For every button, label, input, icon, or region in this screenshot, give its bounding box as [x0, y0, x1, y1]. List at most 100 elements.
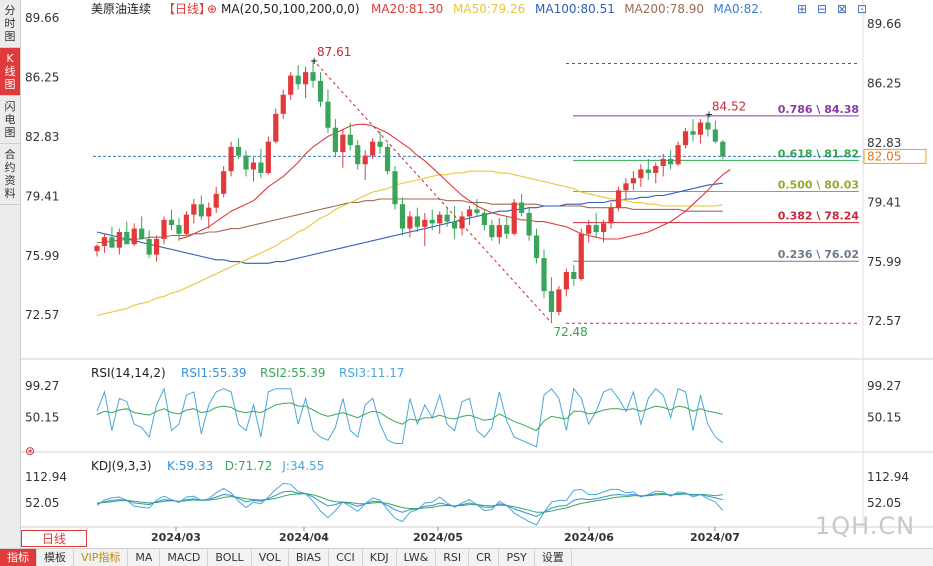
candle-body-51 [474, 209, 480, 213]
low-marker-label: 72.48 [553, 325, 587, 339]
candle-body-32 [332, 127, 338, 153]
last-price-box [863, 148, 927, 164]
candle-body-0 [94, 245, 100, 252]
candle-body-28 [303, 72, 309, 85]
candle-body-75 [653, 165, 659, 173]
candle-body-73 [638, 169, 644, 179]
ma20-line [178, 123, 731, 240]
indicator-tab-4[interactable]: MACD [160, 549, 209, 566]
indicator-tab-10[interactable]: LW& [397, 549, 437, 566]
watermark: 1QH.CN [815, 512, 916, 540]
candle-body-50 [466, 209, 473, 217]
candle-body-41 [399, 204, 406, 229]
indicator-tab-1[interactable]: 模板 [37, 549, 74, 566]
candle-body-15 [206, 207, 212, 217]
ma-legend-item-3: MA200:78.90 [624, 2, 704, 16]
candle-body-2 [109, 237, 115, 248]
toolbar-icon-2: ⊠ [837, 2, 847, 16]
rsi-tick-left-0: 99.27 [25, 379, 59, 393]
kdj-k-line [96, 490, 723, 518]
price-tick-right-0: 89.66 [867, 17, 901, 31]
fib-label-4: 0.236 \ 76.02 [778, 248, 859, 261]
indicator-tab-6[interactable]: VOL [252, 549, 289, 566]
candle-body-22 [258, 162, 264, 173]
candle-body-35 [355, 145, 361, 165]
indicator-tab-2[interactable]: VIP指标 [74, 549, 129, 566]
kdj-legend-2: J:34.55 [281, 459, 324, 473]
candle-body-66 [586, 225, 592, 234]
x-label-4: 2024/07 [690, 531, 740, 544]
candle-body-42 [407, 216, 413, 229]
sidebar-item-0[interactable]: 分时图 [0, 0, 20, 48]
kdj-tick-left-0: 112.94 [25, 470, 67, 484]
candle-body-72 [630, 178, 636, 184]
kdj-legend-1: D:71.72 [225, 459, 273, 473]
kdj-settings-icon: ⊛ [25, 444, 35, 458]
candle-body-34 [347, 134, 353, 146]
high-marker-label: 87.61 [317, 45, 351, 59]
x-label-3: 2024/06 [564, 531, 614, 544]
candle-body-31 [325, 101, 331, 128]
candle-body-33 [340, 134, 346, 153]
x-label-1: 2024/04 [279, 531, 329, 544]
indicator-tab-3[interactable]: MA [128, 549, 161, 566]
candle-body-18 [228, 146, 234, 172]
rsi-legend-0: RSI1:55.39 [181, 366, 247, 380]
recent-high-cross: + [705, 110, 713, 121]
kdj-j-line [96, 482, 724, 526]
candle-body-40 [392, 171, 398, 205]
x-label-2: 2024/05 [413, 531, 463, 544]
indicator-tab-0[interactable]: 指标 [0, 549, 37, 566]
toolbar-icon-3: ⊡ [857, 2, 867, 16]
high-marker-cross: + [310, 56, 318, 67]
candle-body-11 [176, 225, 182, 234]
price-tick-right-3: 79.41 [867, 195, 901, 209]
indicator-tab-13[interactable]: PSY [499, 549, 535, 566]
indicator-tab-5[interactable]: BOLL [208, 549, 252, 566]
candle-body-19 [235, 146, 242, 156]
rsi-rsi3-line [96, 387, 724, 448]
price-tick-left-4: 75.99 [25, 249, 59, 263]
price-tick-left-5: 72.57 [25, 308, 59, 322]
period-selector[interactable]: 日线 [21, 530, 87, 547]
rsi-label: RSI(14,14,2) [91, 366, 166, 380]
candle-body-57 [519, 202, 525, 213]
rsi-tick-right-0: 99.27 [867, 379, 901, 393]
candle-body-27 [295, 75, 301, 85]
fib-label-0: 0.786 \ 84.38 [778, 103, 859, 116]
sidebar-item-1[interactable]: K线图 [0, 48, 20, 96]
candle-body-38 [377, 141, 383, 147]
x-label-0: 2024/03 [151, 531, 201, 544]
candle-body-29 [310, 72, 316, 81]
candle-body-69 [608, 207, 614, 224]
candle-body-48 [452, 221, 458, 229]
indicator-tab-8[interactable]: CCI [329, 549, 363, 566]
sidebar-item-3[interactable]: 合约资料 [0, 144, 20, 205]
candle-body-59 [533, 235, 540, 259]
candle-body-10 [168, 219, 175, 226]
candle-body-74 [645, 169, 651, 173]
indicator-tab-11[interactable]: RSI [436, 549, 470, 566]
price-tick-left-1: 86.25 [25, 70, 59, 84]
candle-body-21 [250, 162, 257, 170]
candle-body-37 [370, 141, 376, 156]
instrument-name: 美原油连续 [91, 1, 151, 16]
candle-body-78 [675, 145, 681, 165]
indicator-tab-14[interactable]: 设置 [535, 549, 572, 566]
candle-body-82 [705, 122, 711, 130]
indicator-tab-7[interactable]: BIAS [289, 549, 330, 566]
price-chart[interactable]: 89.66 89.66 86.25 86.25 82.83 82.83 79.41 79.41… [21, 0, 933, 548]
candle-body-39 [384, 146, 391, 172]
indicator-tab-12[interactable]: CR [469, 549, 500, 566]
ma-legend-item-4: MA0:82. [713, 2, 762, 16]
candle-body-58 [526, 212, 532, 236]
fib-label-3: 0.382 \ 78.24 [778, 210, 860, 223]
candle-body-81 [697, 122, 704, 135]
candle-body-45 [429, 219, 435, 224]
kdj-tick-right-1: 52.05 [867, 496, 901, 510]
candle-body-12 [183, 214, 189, 234]
indicator-tab-9[interactable]: KDJ [363, 549, 397, 566]
price-tick-right-2: 82.83 [867, 136, 901, 150]
sidebar-item-2[interactable]: 闪电图 [0, 96, 20, 144]
price-tick-right-5: 72.57 [867, 314, 901, 328]
